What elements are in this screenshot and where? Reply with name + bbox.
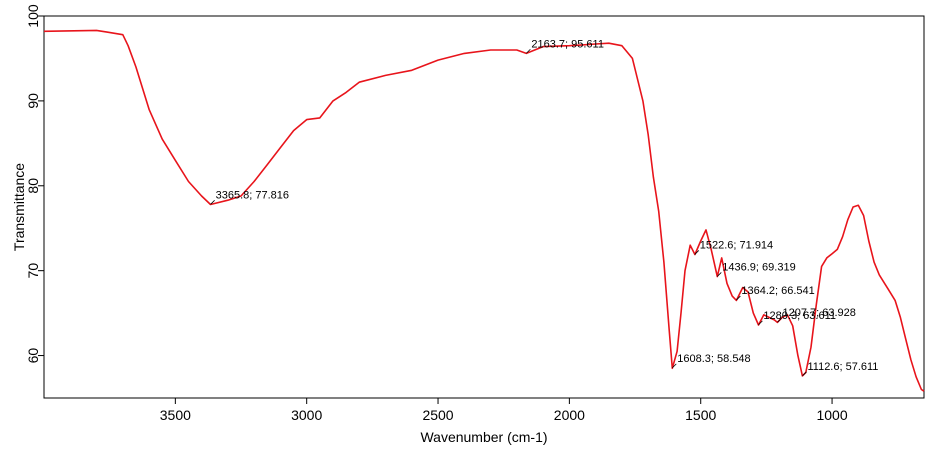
peak-label: 1280.3; 63.611 — [763, 310, 836, 322]
peak-marker — [802, 371, 807, 377]
y-axis-title: Transmittance — [11, 163, 27, 251]
peak-marker — [526, 48, 531, 54]
x-tick-label: 2000 — [554, 407, 585, 423]
x-tick-label: 2500 — [422, 407, 453, 423]
peak-marker — [210, 200, 215, 205]
plot-frame — [43, 15, 925, 399]
x-tick-label: 3000 — [291, 407, 322, 423]
peak-label: 1112.6; 57.611 — [807, 361, 878, 373]
peak-marker — [777, 317, 782, 323]
peak-label: 1207.7; 63.928 — [782, 307, 855, 319]
y-tick-label: 100 — [25, 4, 41, 28]
peak-label: 1436.9; 69.319 — [722, 261, 795, 273]
x-axis-title: Wavenumber (cm-1) — [420, 429, 547, 445]
peak-label: 1608.3; 58.548 — [677, 353, 750, 365]
peak-marker — [671, 363, 677, 369]
peak-label: 2163.7; 95.611 — [531, 38, 604, 50]
x-tick-label: 1500 — [685, 407, 716, 423]
peak-annotations: 3365.8; 77.816 2163.7; 95.611 1608.3; 58.5… — [210, 38, 878, 377]
peak-marker — [694, 250, 700, 255]
peak-marker — [758, 320, 763, 326]
peak-label: 1364.2; 66.541 — [741, 285, 814, 297]
spectrum-series-line — [43, 29, 925, 392]
peak-marker — [736, 295, 741, 301]
y-tick-label: 70 — [25, 263, 41, 279]
peak-marker — [717, 272, 722, 277]
peak-label: 3365.8; 77.816 — [216, 189, 289, 201]
x-tick-label: 1000 — [816, 407, 847, 423]
y-tick-label: 80 — [25, 178, 41, 194]
x-axis: 3500 3000 2500 2000 1500 1000 — [160, 398, 848, 423]
peak-label: 1522.6; 71.914 — [700, 239, 773, 251]
y-tick-label: 90 — [25, 93, 41, 109]
x-tick-label: 3500 — [160, 407, 191, 423]
y-tick-label: 60 — [25, 348, 41, 364]
y-axis: 60 70 80 90 100 — [25, 4, 44, 363]
